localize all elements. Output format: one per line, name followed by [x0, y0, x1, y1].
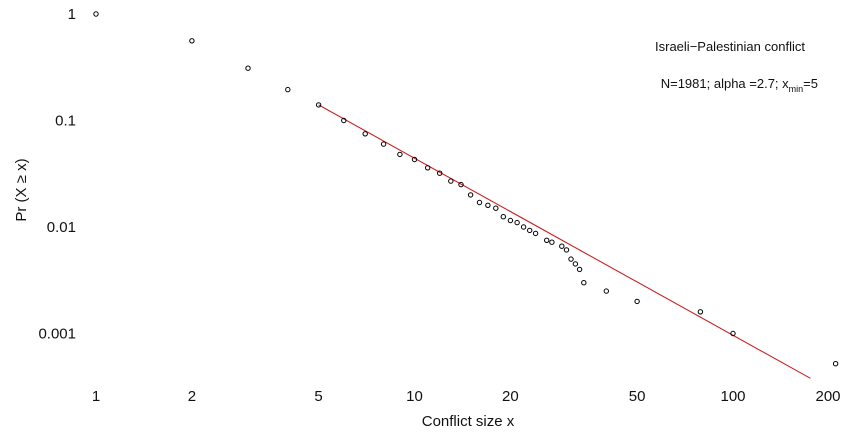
data-point-6: [362, 131, 368, 137]
data-point-23: [532, 230, 539, 237]
data-point-29: [572, 261, 579, 267]
y-tick-label-1: 0.1: [55, 113, 76, 130]
data-point-10: [425, 165, 431, 171]
data-point-14: [467, 192, 474, 198]
x-tick-label-7: 200: [815, 388, 840, 405]
data-point-7: [380, 141, 387, 147]
data-point-0: [93, 11, 99, 17]
data-point-26: [559, 243, 565, 249]
y-tick-labels: 1 0.1 0.01 0.001: [38, 6, 76, 343]
data-point-16: [485, 202, 491, 209]
data-point-11: [437, 170, 443, 176]
data-point-34: [697, 309, 704, 315]
data-point-24: [544, 237, 550, 244]
data-point-27: [563, 247, 570, 253]
data-point-25: [549, 239, 555, 245]
x-axis-title: Conflict size x: [422, 413, 515, 430]
annotation-params-prefix: N=1981; alpha =2.7; x: [661, 76, 789, 91]
data-point-3: [285, 86, 291, 93]
x-tick-label-2: 5: [314, 388, 322, 405]
data-point-32: [603, 288, 609, 294]
annotation-conflict-name: Israeli−Palestinian conflict: [655, 39, 805, 54]
x-tick-label-6: 100: [720, 388, 745, 405]
data-point-20: [514, 219, 520, 226]
data-point-18: [500, 214, 506, 220]
data-point-13: [458, 181, 464, 188]
data-point-28: [568, 256, 574, 262]
x-tick-label-3: 10: [406, 388, 423, 405]
x-tick-label-5: 50: [629, 388, 646, 405]
annotation-params-suffix: =5: [803, 76, 818, 91]
data-point-35: [730, 330, 736, 337]
data-point-17: [493, 205, 499, 211]
power-law-fit-line: [318, 104, 811, 379]
points-layer: [93, 11, 839, 367]
annotation-params-sub: min: [789, 84, 804, 94]
y-tick-label-3: 0.001: [38, 326, 76, 343]
y-tick-label-2: 0.01: [47, 219, 76, 236]
data-point-12: [448, 178, 454, 184]
x-tick-labels: 1 2 5 10 20 50 100 200: [92, 388, 841, 405]
x-tick-label-1: 2: [188, 388, 196, 405]
data-point-1: [189, 38, 195, 44]
data-point-9: [411, 156, 418, 163]
data-point-8: [397, 151, 403, 158]
y-tick-label-0: 1: [68, 6, 76, 23]
data-point-5: [341, 117, 347, 124]
annotation-params: N=1981; alpha =2.7; xmin=5: [661, 76, 818, 94]
x-tick-label-0: 1: [92, 388, 100, 405]
data-point-4: [315, 102, 322, 108]
x-tick-label-4: 20: [502, 388, 519, 405]
data-point-19: [507, 217, 514, 224]
data-point-22: [527, 227, 533, 234]
data-point-36: [832, 361, 839, 367]
data-point-30: [576, 266, 583, 273]
data-point-2: [245, 65, 251, 71]
y-axis-title: Pr (X ≥ x): [13, 158, 30, 221]
data-point-15: [476, 199, 483, 206]
fit-line-layer: [318, 104, 811, 379]
data-point-31: [581, 280, 587, 286]
data-point-33: [634, 298, 640, 305]
data-point-21: [520, 224, 527, 230]
